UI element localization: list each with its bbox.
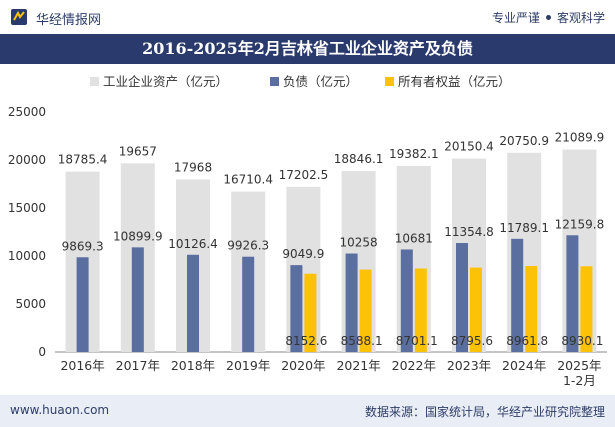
data-labels: 18785.4 9869.3 19657 10899.9 17968 10126.4 167… [58,131,604,348]
x-tick-label-3: 2019年 [226,358,270,373]
bar-equity-9 [580,266,593,352]
label-equity-9: 8930.1 [561,334,603,348]
bars [65,149,597,352]
x-tick-label-7: 2023年 [447,358,491,373]
x-tick-label-5: 2021年 [336,358,380,373]
label-liabilities-1: 10899.9 [113,229,163,243]
label-liabilities-6: 10681 [395,231,433,245]
bar-liabilities-9 [566,235,579,352]
bar-liabilities-4 [290,265,303,352]
x-tick-label-6: 2022年 [392,358,436,373]
legend-swatch-0 [90,77,99,86]
label-assets-1: 19657 [119,144,157,158]
legend-label-1: 负债（亿元） [283,74,358,89]
site-name: 华经情报网 [36,13,102,28]
label-liabilities-4: 9049.9 [282,247,324,261]
footer-source: 数据来源：国家统计局，华经产业研究院整理 [364,405,605,419]
bar-liabilities-7 [456,242,468,352]
title-bar: 2016-2025年2月吉林省工业企业资产及负债 [0,34,615,64]
bar-equity-7 [470,267,482,352]
y-tick-label-4: 20000 [8,153,46,167]
y-tick-label-3: 15000 [8,201,46,215]
label-equity-6: 8701.1 [396,334,438,348]
label-liabilities-0: 9869.3 [62,239,104,253]
bar-equity-5 [359,269,372,352]
label-assets-9: 21089.9 [555,131,605,145]
label-liabilities-8: 11789.1 [499,221,549,235]
label-assets-0: 18785.4 [58,153,108,167]
label-liabilities-5: 10258 [340,236,378,250]
x-tick-label-9-line2: 1-2月 [563,373,596,388]
bar-liabilities-6 [400,249,413,352]
bar-equity-6 [414,268,427,352]
top-bar: 华经情报网 专业严谨 客观科学 [0,0,615,34]
legend-swatch-2 [385,77,394,86]
x-tick-label-8: 2024年 [502,358,546,373]
label-assets-3: 16710.4 [223,173,273,187]
header-tags: 专业严谨 客观科学 [492,9,605,26]
footer: www.huaon.com 数据来源：国家统计局，华经产业研究院整理 [0,395,615,427]
label-liabilities-7: 11354.8 [444,225,494,239]
tag-professional: 专业严谨 [491,11,540,25]
label-assets-4: 17202.5 [279,168,329,182]
x-tick-label-0: 2016年 [60,358,104,373]
x-tick-label-4: 2020年 [281,358,325,373]
label-liabilities-9: 12159.8 [555,217,605,231]
label-equity-4: 8152.6 [285,334,327,348]
label-assets-6: 19382.1 [389,147,439,161]
label-assets-7: 20150.4 [444,140,494,154]
label-liabilities-2: 10126.4 [168,237,218,251]
bar-liabilities-5 [345,253,358,352]
bar-liabilities-0 [76,257,89,352]
y-tick-label-5: 25000 [8,105,46,119]
y-tick-label-0: 0 [38,345,46,359]
legend-swatch-1 [270,77,279,86]
label-assets-5: 18846.1 [334,152,384,166]
chart-title: 2016-2025年2月吉林省工业企业资产及负债 [142,39,473,58]
bar-equity-4 [304,273,317,352]
x-tick-label-9: 2025年 [557,358,601,373]
bar-liabilities-2 [187,254,199,352]
bar-equity-8 [525,265,538,352]
label-liabilities-3: 9926.3 [227,239,269,253]
legend: 工业企业资产（亿元） 负债（亿元） 所有者权益（亿元） [90,74,511,89]
tag-objective: 客观科学 [556,11,605,25]
separator-dot [545,15,551,20]
legend-label-0: 工业企业资产（亿元） [103,74,228,89]
legend-label-2: 所有者权益（亿元） [398,74,511,89]
label-equity-7: 8795.6 [451,334,493,348]
bar-liabilities-1 [131,247,144,352]
footer-url: www.huaon.com [10,403,110,417]
label-equity-8: 8961.8 [506,334,548,348]
label-assets-2: 17968 [174,161,212,175]
bar-liabilities-8 [511,238,524,352]
chart-canvas: 工业企业资产（亿元） 负债（亿元） 所有者权益（亿元） 0 5000 10000 1500… [8,74,607,388]
bar-liabilities-3 [242,256,255,352]
x-tick-label-1: 2017年 [116,358,160,373]
y-tick-label-1: 5000 [15,297,46,311]
huajing-logo-icon [11,9,27,25]
label-assets-8: 20750.9 [499,134,549,148]
x-tick-label-2: 2018年 [171,358,215,373]
y-tick-label-2: 10000 [8,249,46,263]
label-equity-5: 8588.1 [341,334,383,348]
